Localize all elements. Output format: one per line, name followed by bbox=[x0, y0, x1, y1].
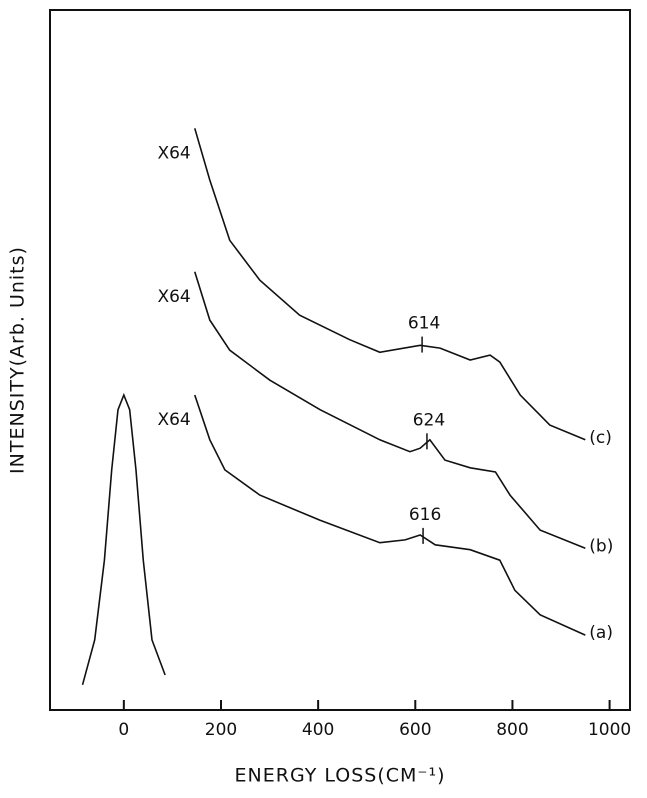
peak-label: 624 bbox=[413, 410, 445, 430]
x-tick-label: 800 bbox=[496, 720, 528, 740]
series-label: (a) bbox=[589, 623, 613, 643]
x-tick-label: 600 bbox=[399, 720, 431, 740]
scale-factor-label: X64 bbox=[157, 143, 190, 163]
scale-factor-label: X64 bbox=[157, 410, 190, 430]
series-label: (c) bbox=[589, 428, 612, 448]
scale-factor-label: X64 bbox=[157, 287, 190, 307]
x-tick-label: 400 bbox=[302, 720, 334, 740]
plot-frame bbox=[49, 9, 631, 711]
x-tick-label: 0 bbox=[118, 720, 129, 740]
y-axis-label: INTENSITY(Arb. Units) bbox=[7, 246, 29, 474]
spectrum-line bbox=[81, 392, 166, 686]
peak-label: 616 bbox=[409, 505, 441, 525]
x-axis-label: ENERGY LOSS(CM⁻¹) bbox=[235, 765, 446, 787]
spectrum-line bbox=[193, 271, 586, 550]
series-label: (b) bbox=[589, 536, 613, 556]
x-tick-label: 1000 bbox=[588, 720, 631, 740]
x-tick-label: 200 bbox=[205, 720, 237, 740]
spectrum-line bbox=[193, 128, 586, 441]
peak-label: 614 bbox=[408, 314, 440, 334]
spectrum-line bbox=[193, 394, 586, 636]
